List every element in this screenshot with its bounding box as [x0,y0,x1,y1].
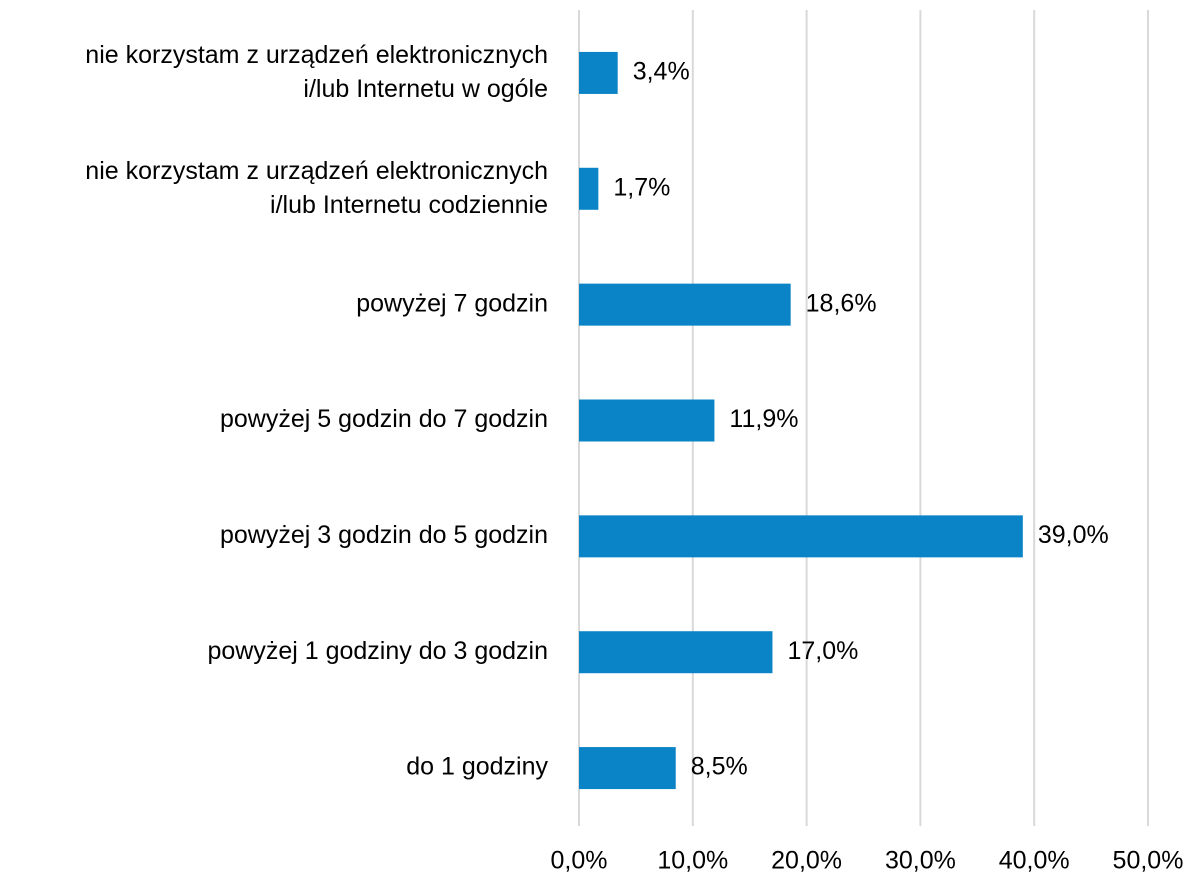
data-label: 17,0% [787,637,858,665]
x-tick-label: 20,0% [771,847,842,875]
y-tick-label: nie korzystam z urządzeń elektronicznych… [85,156,548,218]
data-label: 18,6% [806,289,877,317]
y-tick-label: powyżej 1 godziny do 3 godzin [207,637,548,665]
data-label: 1,7% [613,173,670,201]
data-label: 11,9% [729,405,798,433]
bar [579,747,676,790]
y-tick-label: powyżej 3 godzin do 5 godzin [220,521,548,549]
bar [579,51,618,94]
bar [579,399,715,442]
y-tick-label: nie korzystam z urządzeń elektronicznych… [85,41,548,103]
x-tick-label: 50,0% [1113,847,1184,875]
x-tick-label: 0,0% [551,847,608,875]
x-tick-label: 10,0% [657,847,728,875]
bar [579,631,773,674]
y-tick-label: powyżej 7 godzin [356,289,548,317]
y-tick-label: powyżej 5 godzin do 7 godzin [220,405,548,433]
data-label: 3,4% [633,58,690,86]
data-label: 39,0% [1038,521,1109,549]
x-tick-label: 30,0% [885,847,956,875]
bar [579,515,1023,558]
y-tick-label: do 1 godziny [406,753,548,781]
bar [579,167,599,210]
data-label: 8,5% [691,753,748,781]
bar [579,283,791,326]
x-tick-label: 40,0% [999,847,1070,875]
